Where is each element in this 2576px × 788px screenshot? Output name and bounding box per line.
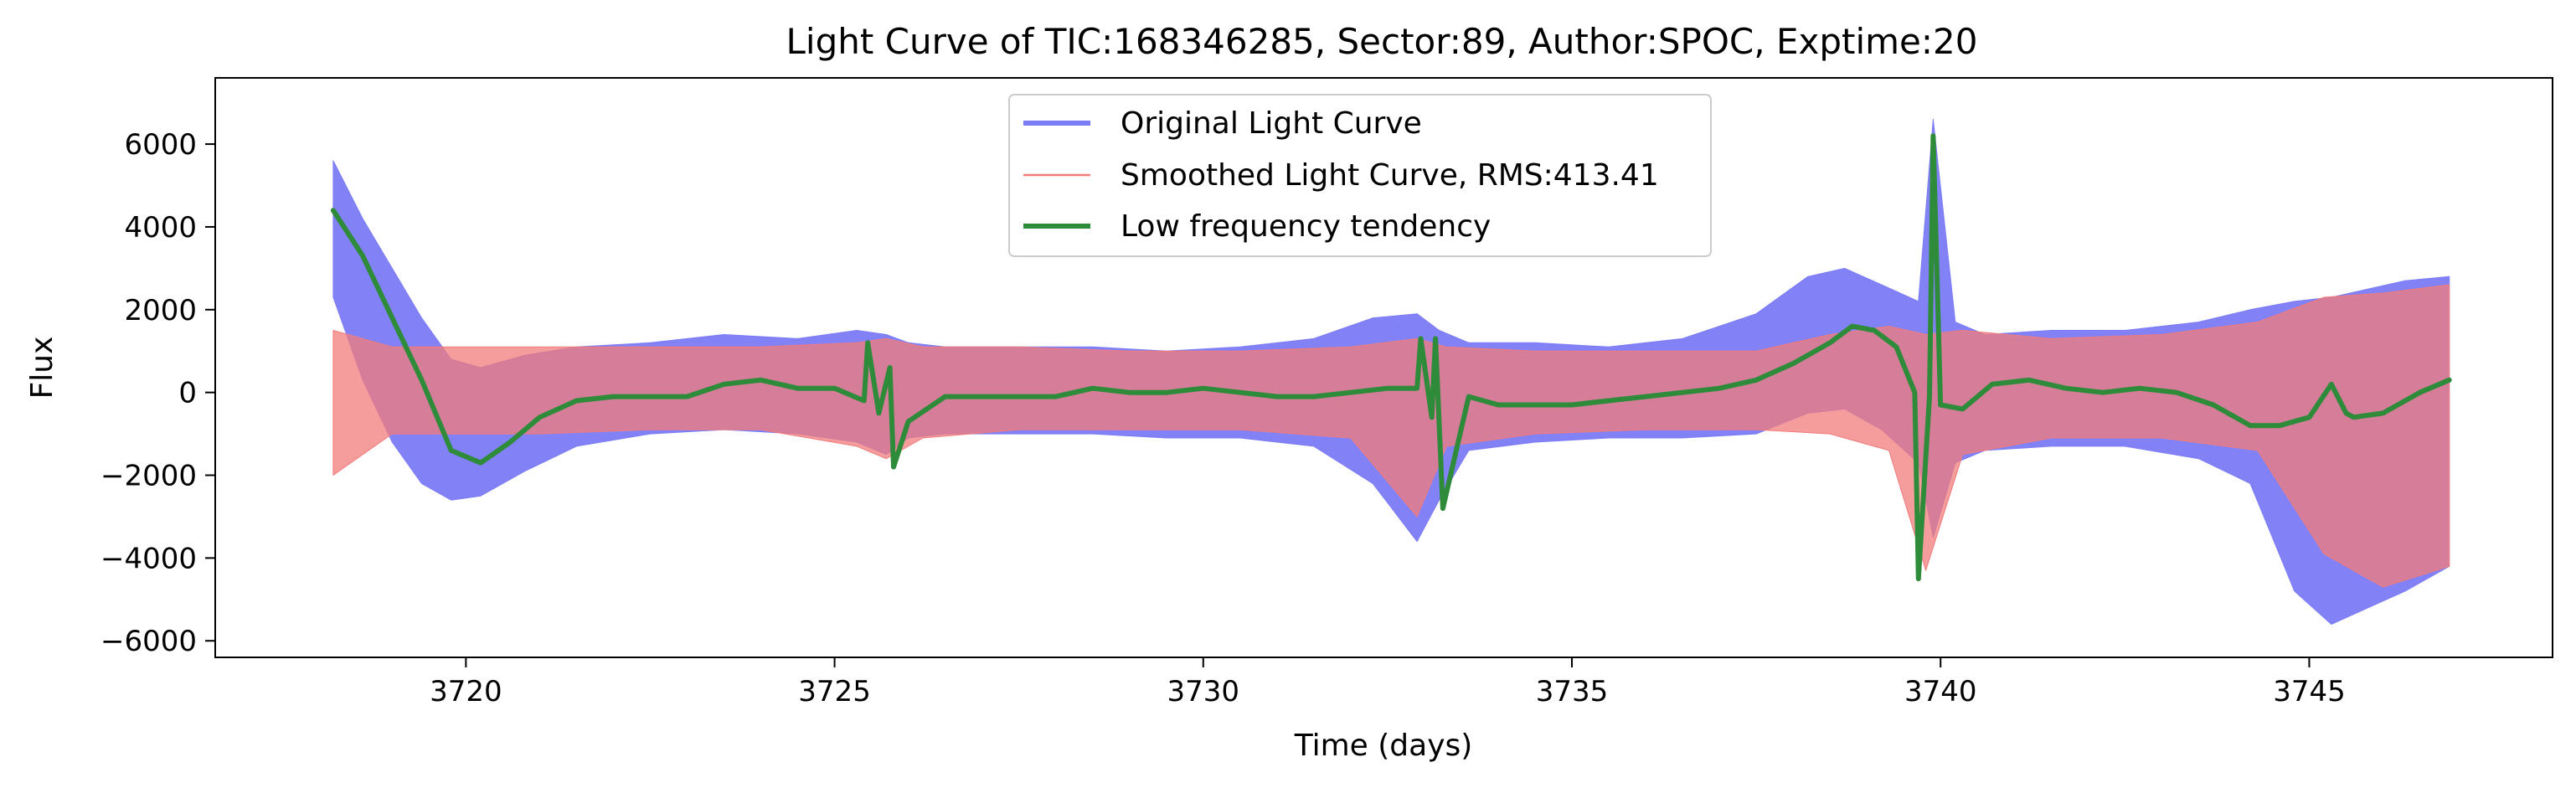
legend-label-smoothed: Smoothed Light Curve, RMS:413.41 [1121,158,1659,193]
y-axis: −6000 −4000 −2000 0 2000 4000 6000 [100,128,215,658]
legend: Original Light Curve Smoothed Light Curv… [1008,94,1712,257]
series-layer [330,118,2452,625]
x-tick-label: 3740 [1904,675,1977,708]
y-tick-label: −4000 [100,542,197,575]
plot-frame [214,77,2553,658]
x-axis-label: Time (days) [1294,729,1473,763]
y-tick-label: −2000 [100,460,197,493]
x-axis: 3720 3725 3730 3735 3740 3745 [430,657,2346,708]
y-tick-label: 4000 [124,211,197,245]
chart-title: Light Curve of TIC:168346285, Sector:89,… [786,21,1978,62]
y-tick-label: 6000 [124,128,197,162]
y-axis-label: Flux [25,337,59,399]
x-tick-label: 3735 [1536,675,1609,708]
legend-label-low-frequency: Low frequency tendency [1121,209,1491,244]
y-tick-label: 0 [178,377,197,410]
legend-box [1008,94,1712,257]
y-tick-label: −6000 [100,625,197,658]
x-tick-label: 3745 [2273,675,2346,708]
legend-label-original: Original Light Curve [1121,106,1422,141]
x-tick-label: 3730 [1167,675,1240,708]
x-tick-label: 3720 [430,675,502,708]
x-tick-label: 3725 [798,675,871,708]
y-tick-label: 2000 [124,294,197,327]
series-low-frequency [330,133,2452,582]
